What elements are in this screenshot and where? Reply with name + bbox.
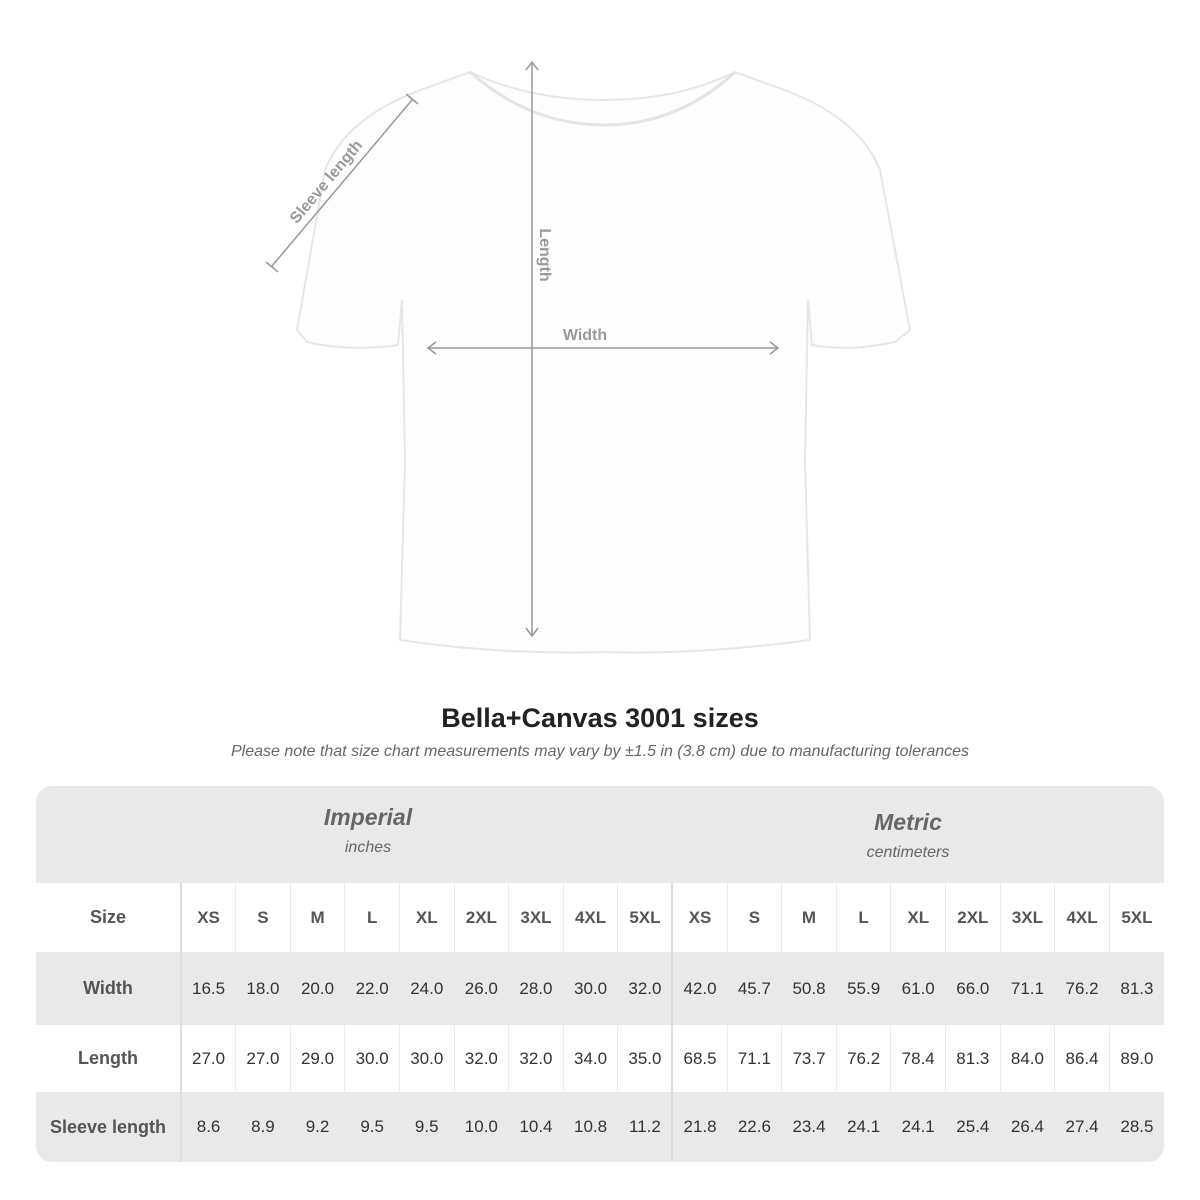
imperial-cell: 9.2 xyxy=(289,1092,345,1162)
metric-cell: 45.7 xyxy=(726,952,782,1025)
imperial-cell: 9.5 xyxy=(398,1092,455,1162)
metric-cell: 5XL xyxy=(1108,883,1164,952)
imperial-cell: 30.0 xyxy=(398,1025,455,1092)
imperial-cell: 24.0 xyxy=(398,952,455,1025)
imperial-cell: 10.8 xyxy=(562,1092,618,1162)
metric-cell: XS xyxy=(671,883,728,952)
size-table: Imperial inches Metric centimeters Size X… xyxy=(36,786,1164,1162)
imperial-cell: 4XL xyxy=(562,883,618,952)
metric-cell: 73.7 xyxy=(781,1025,837,1092)
imperial-unit: inches xyxy=(344,839,392,856)
metric-cell: 55.9 xyxy=(835,952,891,1025)
metric-cell: 26.4 xyxy=(999,1092,1055,1162)
metric-cell: 78.4 xyxy=(890,1025,946,1092)
imperial-cell: XL xyxy=(398,883,455,952)
tolerance-note: Please note that size chart measurements… xyxy=(230,743,970,760)
metric-cell: 84.0 xyxy=(999,1025,1055,1092)
imperial-title: Imperial xyxy=(323,804,413,830)
metric-cell: L xyxy=(835,883,891,952)
metric-cell: 4XL xyxy=(1054,883,1110,952)
metric-cell: 71.1 xyxy=(726,1025,782,1092)
imperial-cell: 8.9 xyxy=(235,1092,291,1162)
metric-cell: S xyxy=(726,883,782,952)
metric-cell: 50.8 xyxy=(781,952,837,1025)
imperial-cell: 16.5 xyxy=(180,952,236,1025)
table-row: Size XS S M L XL 2XL 3XL 4XL 5XL XS S M L XL 2XL 3XL 4XL 5… xyxy=(36,883,1164,952)
width-label: Width xyxy=(563,327,607,344)
metric-header: Metric centimeters xyxy=(672,809,1144,862)
imperial-cell: S xyxy=(235,883,291,952)
metric-cell: 86.4 xyxy=(1054,1025,1110,1092)
table-row: Sleeve length 8.6 8.9 9.2 9.5 9.5 10.0 10.4 10.8… xyxy=(36,1092,1164,1162)
imperial-cell: XS xyxy=(180,883,236,952)
imperial-cell: 29.0 xyxy=(289,1025,345,1092)
table-header: Imperial inches Metric centimeters xyxy=(36,786,1164,883)
page-title: Bella+Canvas 3001 sizes xyxy=(441,703,759,733)
metric-cell: 66.0 xyxy=(945,952,1001,1025)
imperial-cell: 32.0 xyxy=(617,952,673,1025)
metric-cell: 42.0 xyxy=(671,952,728,1025)
imperial-cell: 10.0 xyxy=(453,1092,509,1162)
tshirt-image xyxy=(295,70,912,654)
measurement-arrows xyxy=(265,60,780,638)
imperial-cell: 3XL xyxy=(508,883,564,952)
metric-cell: 24.1 xyxy=(835,1092,891,1162)
metric-cell: 24.1 xyxy=(890,1092,946,1162)
metric-cell: 22.6 xyxy=(726,1092,782,1162)
imperial-cell: 34.0 xyxy=(562,1025,618,1092)
metric-cell: 2XL xyxy=(945,883,1001,952)
imperial-cell: M xyxy=(289,883,345,952)
imperial-cell: 35.0 xyxy=(617,1025,673,1092)
metric-cell: M xyxy=(781,883,837,952)
imperial-cell: 11.2 xyxy=(617,1092,673,1162)
imperial-cell: 8.6 xyxy=(180,1092,236,1162)
metric-cell: 21.8 xyxy=(671,1092,728,1162)
row-label: Length xyxy=(36,1025,182,1092)
imperial-cell: L xyxy=(344,883,400,952)
imperial-cell: 30.0 xyxy=(562,952,618,1025)
imperial-cell: 28.0 xyxy=(508,952,564,1025)
imperial-cell: 2XL xyxy=(453,883,509,952)
imperial-cell: 26.0 xyxy=(453,952,509,1025)
row-label: Width xyxy=(36,952,182,1025)
imperial-cell: 27.0 xyxy=(235,1025,291,1092)
imperial-cell: 32.0 xyxy=(453,1025,509,1092)
imperial-header: Imperial inches xyxy=(180,804,556,857)
metric-cell: 71.1 xyxy=(999,952,1055,1025)
imperial-cell: 22.0 xyxy=(344,952,400,1025)
metric-cell: 81.3 xyxy=(945,1025,1001,1092)
metric-unit: centimeters xyxy=(866,844,950,861)
imperial-cell: 18.0 xyxy=(235,952,291,1025)
metric-cell: 23.4 xyxy=(781,1092,837,1162)
imperial-cell: 32.0 xyxy=(508,1025,564,1092)
table-row: Length 27.0 27.0 29.0 30.0 30.0 32.0 32.0 34.0 35… xyxy=(36,1025,1164,1092)
imperial-cell: 27.0 xyxy=(180,1025,236,1092)
imperial-cell: 30.0 xyxy=(344,1025,400,1092)
metric-title: Metric xyxy=(874,809,942,835)
row-label: Size xyxy=(36,883,182,952)
metric-cell: 27.4 xyxy=(1054,1092,1110,1162)
metric-cell: 76.2 xyxy=(835,1025,891,1092)
imperial-cell: 20.0 xyxy=(289,952,345,1025)
length-label: Length xyxy=(536,228,553,281)
table-row: Width 16.5 18.0 20.0 22.0 24.0 26.0 28.0 30.0 32.… xyxy=(36,952,1164,1025)
metric-cell: 28.5 xyxy=(1108,1092,1164,1162)
tshirt-diagram: Sleeve length Length Width xyxy=(265,60,912,654)
metric-cell: XL xyxy=(890,883,946,952)
metric-cell: 81.3 xyxy=(1108,952,1164,1025)
metric-cell: 25.4 xyxy=(945,1092,1001,1162)
metric-cell: 68.5 xyxy=(671,1025,728,1092)
imperial-cell: 10.4 xyxy=(508,1092,564,1162)
imperial-cell: 5XL xyxy=(617,883,673,952)
metric-cell: 61.0 xyxy=(890,952,946,1025)
metric-cell: 89.0 xyxy=(1108,1025,1164,1092)
metric-cell: 76.2 xyxy=(1054,952,1110,1025)
row-label: Sleeve length xyxy=(36,1092,182,1162)
metric-cell: 3XL xyxy=(999,883,1055,952)
imperial-cell: 9.5 xyxy=(344,1092,400,1162)
